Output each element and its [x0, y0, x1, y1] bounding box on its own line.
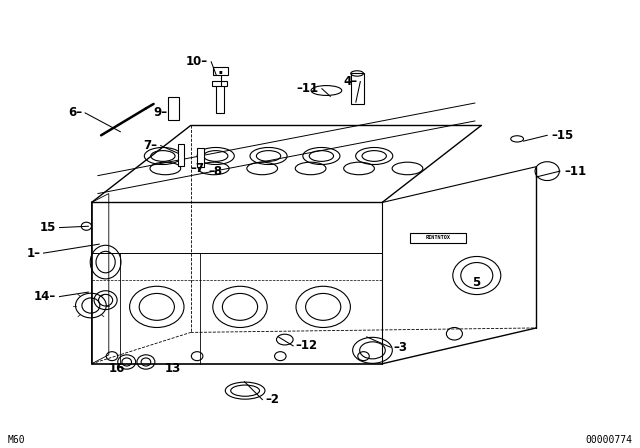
- Text: 13: 13: [165, 362, 181, 375]
- Text: ▪: ▪: [219, 69, 223, 74]
- Bar: [213, 67, 228, 75]
- Text: –15: –15: [552, 129, 574, 142]
- Text: 1–: 1–: [26, 246, 40, 260]
- Text: 14–: 14–: [34, 290, 56, 303]
- Text: 9–: 9–: [154, 106, 168, 120]
- Bar: [351, 73, 364, 104]
- Bar: [197, 148, 204, 167]
- Bar: [216, 85, 224, 113]
- Bar: [178, 144, 184, 166]
- Text: –11: –11: [296, 82, 319, 95]
- Bar: [212, 81, 227, 86]
- Text: 16: 16: [108, 362, 125, 375]
- Bar: [168, 97, 179, 120]
- Text: 6–: 6–: [68, 106, 82, 120]
- Text: RINTNTOX: RINTNTOX: [425, 235, 451, 241]
- Text: 10–: 10–: [186, 55, 208, 69]
- Text: –11: –11: [564, 164, 587, 178]
- Text: –8: –8: [208, 164, 222, 178]
- Bar: [410, 233, 466, 243]
- Text: M60: M60: [8, 435, 26, 445]
- Text: –2: –2: [266, 393, 280, 406]
- Text: –7: –7: [191, 161, 205, 175]
- Text: 4–: 4–: [343, 75, 357, 88]
- Text: 5: 5: [472, 276, 481, 289]
- Text: –12: –12: [296, 339, 318, 353]
- Text: –3: –3: [394, 340, 408, 354]
- Text: 15: 15: [40, 221, 56, 234]
- Text: 00000774: 00000774: [586, 435, 632, 445]
- Text: 7–: 7–: [143, 139, 157, 152]
